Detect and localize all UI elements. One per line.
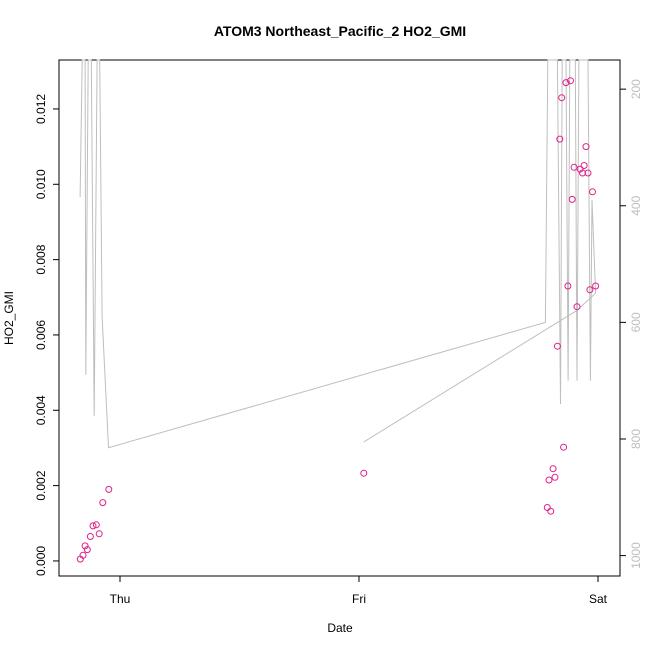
x-axis-tick-label: Sat xyxy=(589,592,608,606)
right-axis-tick-label: 400 xyxy=(629,195,643,215)
right-axis-tick-label: 800 xyxy=(629,429,643,449)
profile-line-layer xyxy=(79,59,597,449)
data-point xyxy=(545,476,553,484)
left-axis-tick-label: 0.010 xyxy=(34,169,48,199)
right-y-axis: 200 400 600 800 1000 xyxy=(619,79,643,569)
right-axis-tick-label: 1000 xyxy=(629,542,643,569)
x-axis-tick-label: Fri xyxy=(352,592,366,606)
data-point xyxy=(570,163,578,171)
data-point xyxy=(589,188,596,196)
data-point xyxy=(553,342,561,350)
data-point xyxy=(580,162,588,169)
y-axis-label: HO2_GMI xyxy=(2,291,16,345)
data-point xyxy=(92,521,100,529)
data-point xyxy=(89,522,97,530)
left-axis-tick-label: 0.000 xyxy=(34,546,48,576)
points-layer xyxy=(76,77,600,563)
left-y-axis: 0.000 0.002 0.004 0.006 0.008 0.010 0.012 xyxy=(34,94,60,576)
data-point xyxy=(86,533,94,540)
left-axis-tick-label: 0.004 xyxy=(34,395,48,425)
data-point xyxy=(592,282,600,290)
data-point xyxy=(564,282,572,290)
data-point xyxy=(549,465,557,473)
left-axis-tick-label: 0.006 xyxy=(34,320,48,350)
right-axis-tick-label: 200 xyxy=(629,79,643,99)
x-axis-label: Date xyxy=(327,621,353,635)
data-point xyxy=(582,143,590,151)
x-axis-tick-label: Thu xyxy=(110,592,131,606)
left-axis-tick-label: 0.002 xyxy=(34,470,48,500)
data-point xyxy=(81,542,89,550)
data-point xyxy=(576,165,584,173)
profile-line xyxy=(79,59,597,449)
left-axis-tick-label: 0.008 xyxy=(34,244,48,274)
data-point xyxy=(99,499,107,507)
data-point xyxy=(551,473,559,481)
data-point xyxy=(83,546,91,554)
data-point xyxy=(105,485,113,493)
data-point xyxy=(560,443,568,451)
right-axis-tick-label: 600 xyxy=(629,312,643,332)
data-point xyxy=(586,286,594,294)
data-point xyxy=(547,507,555,515)
chart-title: ATOM3 Northeast_Pacific_2 HO2_GMI xyxy=(214,23,466,39)
data-point xyxy=(562,79,570,87)
x-axis: Thu Fri Sat xyxy=(110,575,608,606)
data-point xyxy=(567,77,574,85)
data-point xyxy=(558,94,566,102)
data-point xyxy=(360,469,368,477)
data-point xyxy=(584,169,592,177)
left-axis-tick-label: 0.012 xyxy=(34,94,48,124)
data-point xyxy=(556,135,564,143)
data-point xyxy=(568,195,576,203)
data-point xyxy=(573,303,581,311)
data-point xyxy=(95,530,103,538)
data-point xyxy=(79,551,87,559)
